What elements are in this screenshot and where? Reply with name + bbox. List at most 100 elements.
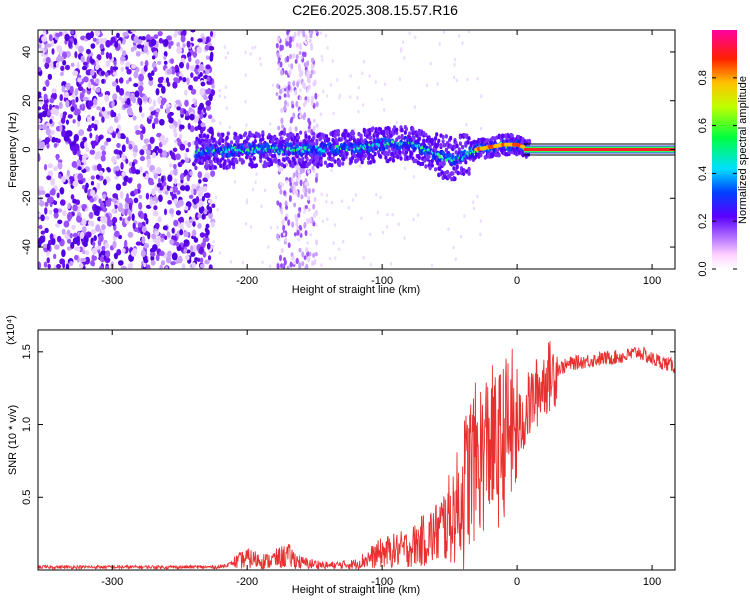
- heatmap-cell: [289, 181, 293, 187]
- heatmap-cell: [105, 51, 110, 59]
- heatmap-cell: [143, 138, 150, 144]
- y-tick-label: 40: [21, 46, 33, 58]
- heatmap-cell: [208, 126, 214, 134]
- heatmap-cell: [295, 169, 299, 177]
- heatmap-cell: [330, 163, 334, 168]
- heatmap-cell: [335, 78, 339, 82]
- heatmap-cell: [169, 67, 173, 75]
- colorbar-label: Normalized spectral amplitude: [737, 76, 749, 224]
- heatmap-cell: [114, 116, 119, 123]
- heatmap-cell: [304, 34, 308, 41]
- heatmap-cell: [153, 66, 158, 73]
- heatmap-cell: [307, 169, 311, 174]
- heatmap-cell: [438, 166, 442, 171]
- heatmap-cell: [205, 64, 211, 70]
- heatmap-cell: [311, 165, 315, 171]
- heatmap-cell: [82, 61, 88, 66]
- heatmap-cell: [467, 170, 471, 176]
- heatmap-cell: [322, 89, 325, 94]
- heatmap-cell: [64, 33, 70, 42]
- heatmap-cell: [299, 168, 303, 175]
- heatmap-cell: [118, 95, 123, 101]
- heatmap-cell: [119, 190, 124, 199]
- heatmap-cell: [179, 133, 183, 140]
- heatmap-cell: [54, 108, 59, 116]
- heatmap-cell: [210, 118, 216, 123]
- heatmap-cell: [113, 230, 120, 238]
- heatmap-cell: [203, 95, 208, 101]
- heatmap-cell: [90, 58, 95, 64]
- heatmap-cell: [471, 200, 475, 204]
- heatmap-cell: [334, 256, 337, 260]
- heatmap-cell: [305, 156, 309, 162]
- heatmap-cell: [180, 34, 186, 43]
- heatmap-cell: [385, 224, 389, 229]
- y-tick-label: -40: [21, 239, 33, 255]
- heatmap-cell: [93, 97, 98, 105]
- heatmap-cell: [455, 143, 459, 149]
- heatmap-cell: [135, 129, 141, 135]
- heatmap-cell: [214, 153, 219, 159]
- bottom-x-axis-label: Height of straight line (km): [292, 584, 420, 596]
- heatmap-cell: [143, 242, 149, 249]
- heatmap-cell: [104, 257, 111, 264]
- heatmap-cell: [177, 217, 183, 222]
- heatmap-cell: [436, 82, 439, 86]
- heatmap-cell: [315, 239, 319, 246]
- heatmap-cell: [280, 248, 284, 253]
- heatmap-cell: [208, 159, 212, 164]
- heatmap-cell: [449, 135, 453, 141]
- heatmap-cell: [57, 161, 63, 170]
- heatmap-cell: [519, 144, 525, 149]
- heatmap-cell: [455, 165, 459, 170]
- heatmap-cell: [111, 112, 117, 118]
- heatmap-cell: [227, 164, 231, 169]
- heatmap-cell: [113, 60, 117, 67]
- heatmap-cell: [157, 216, 162, 223]
- heatmap-cell: [391, 158, 396, 163]
- heatmap-cell: [71, 98, 76, 107]
- heatmap-cell: [269, 122, 272, 126]
- heatmap-cell: [298, 72, 302, 78]
- heatmap-cell: [290, 136, 294, 142]
- heatmap-cell: [151, 70, 155, 76]
- heatmap-cell: [94, 205, 101, 211]
- heatmap-cell: [85, 32, 92, 40]
- heatmap-cell: [189, 65, 195, 71]
- heatmap-cell: [86, 127, 92, 132]
- heatmap-cell: [201, 195, 205, 202]
- heatmap-cell: [467, 30, 471, 34]
- heatmap-cell: [304, 204, 308, 209]
- heatmap-cell: [180, 247, 185, 252]
- heatmap-cell: [83, 141, 88, 148]
- heatmap-cell: [354, 193, 358, 197]
- heatmap-cell: [273, 153, 277, 159]
- y-multiplier-label: (x10⁴): [5, 315, 17, 345]
- heatmap-cell: [304, 230, 308, 236]
- heatmap-cell: [313, 161, 317, 167]
- heatmap-cell: [306, 88, 310, 93]
- heatmap-cell: [146, 149, 151, 156]
- heatmap-cell: [123, 104, 129, 109]
- heatmap-cell: [94, 30, 101, 37]
- heatmap-cell: [94, 64, 100, 70]
- heatmap-cell: [72, 119, 76, 124]
- heatmap-cell: [284, 237, 288, 242]
- heatmap-cell: [198, 200, 204, 208]
- heatmap-cell: [173, 132, 178, 138]
- heatmap-cell: [286, 55, 290, 63]
- heatmap-cell: [96, 245, 102, 250]
- heatmap-cell: [444, 148, 448, 153]
- heatmap-cell: [299, 96, 303, 101]
- heatmap-cell: [228, 125, 231, 130]
- heatmap-cell: [45, 79, 50, 87]
- heatmap-cell: [278, 95, 282, 100]
- heatmap-cell: [445, 169, 450, 175]
- heatmap-cell: [306, 241, 309, 245]
- heatmap-cell: [226, 131, 230, 136]
- heatmap-cell: [131, 63, 137, 69]
- heatmap-cell: [161, 85, 166, 94]
- heatmap-cell: [297, 172, 301, 179]
- heatmap-cell: [155, 112, 159, 118]
- heatmap-cell: [324, 134, 329, 139]
